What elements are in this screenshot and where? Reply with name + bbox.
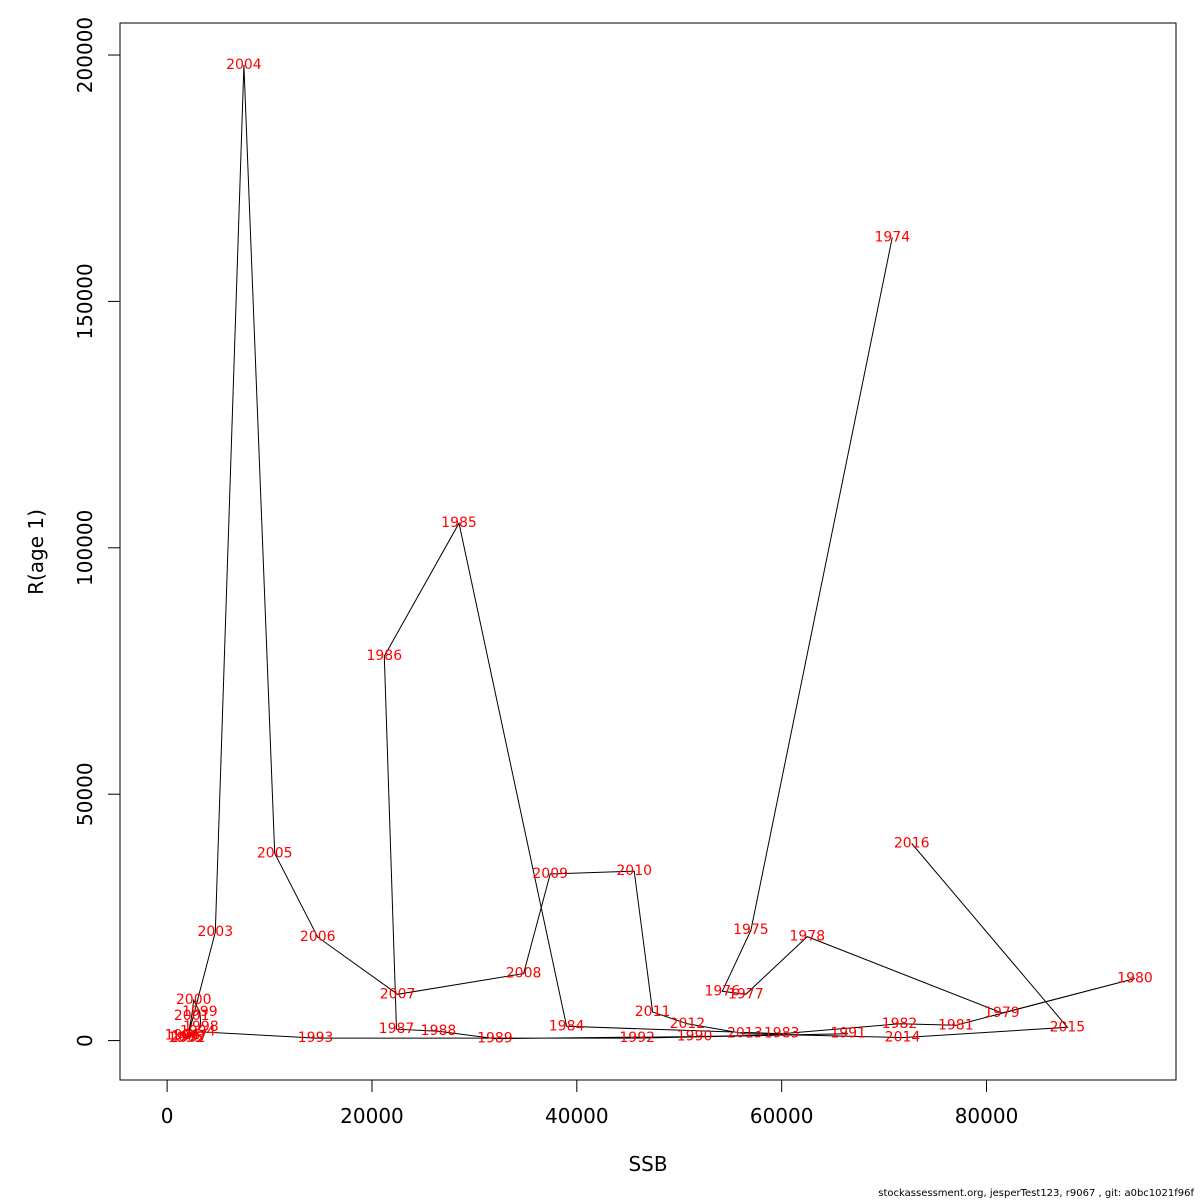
x-tick-label: 60000 [750,1104,814,1128]
year-label-2009: 2009 [532,866,568,882]
year-label-1994: 1994 [180,1024,216,1040]
year-label-2011: 2011 [635,1004,671,1020]
y-axis-title: R(age 1) [24,509,48,595]
year-label-2001: 2001 [174,1008,210,1024]
year-label-2014: 2014 [885,1030,921,1046]
series-line [180,64,1136,1040]
year-label-1978: 1978 [789,929,825,945]
year-label-1983: 1983 [764,1026,800,1042]
year-label-1988: 1988 [421,1023,457,1039]
y-tick-label: 100000 [73,510,97,586]
year-label-1989: 1989 [477,1031,513,1047]
year-label-1976: 1976 [704,983,740,999]
year-label-2005: 2005 [257,845,293,861]
year-label-2012: 2012 [670,1016,706,1032]
year-label-2008: 2008 [506,966,542,982]
y-tick-label: 50000 [73,762,97,826]
y-axis: 0 50000 100000 150000 200000 [73,17,121,1047]
x-tick-label: 0 [161,1104,174,1128]
x-tick-label: 20000 [340,1104,404,1128]
year-label-2013: 2013 [727,1026,763,1042]
year-label-2004: 2004 [226,57,262,73]
year-label-1982: 1982 [882,1016,918,1032]
year-label-2007: 2007 [380,986,416,1002]
x-axis: 0 20000 40000 60000 80000 [161,1079,1019,1128]
x-tick-label: 80000 [955,1104,1019,1128]
year-label-1980: 1980 [1117,971,1153,987]
year-label-1987: 1987 [379,1021,415,1037]
year-label-1986: 1986 [366,648,402,664]
year-label-1985: 1985 [441,515,477,531]
year-label-1977: 1977 [728,986,764,1002]
year-label-2010: 2010 [616,863,652,879]
year-label-1974: 1974 [874,229,910,245]
year-label-1975: 1975 [733,922,769,938]
year-label-1996: 1996 [165,1028,201,1044]
year-label-1993: 1993 [298,1030,334,1046]
y-tick-label: 0 [73,1034,97,1047]
year-label-2006: 2006 [300,929,336,945]
year-label-2002: 2002 [170,1030,206,1046]
year-label-2000: 2000 [176,992,212,1008]
x-tick-label: 40000 [545,1104,609,1128]
year-label-2015: 2015 [1050,1019,1086,1035]
year-label-1999: 1999 [182,1004,218,1020]
year-label-1990: 1990 [677,1029,713,1045]
year-label-1979: 1979 [984,1005,1020,1021]
year-label-2016: 2016 [894,836,930,852]
y-tick-label: 150000 [73,263,97,339]
footer-credit: stockassessment.org, jesperTest123, r906… [878,1188,1194,1199]
year-label-1997: 1997 [172,1029,208,1045]
x-axis-title: SSB [628,1152,667,1176]
year-label-1981: 1981 [938,1017,974,1033]
year-label-1992: 1992 [619,1030,655,1046]
year-label-2003: 2003 [197,924,233,940]
year-label-1998: 1998 [183,1019,219,1035]
plot-frame [119,22,1177,1081]
year-label-1991: 1991 [830,1026,866,1042]
y-tick-label: 200000 [73,17,97,93]
year-label-1995: 1995 [168,1030,204,1046]
year-label-1984: 1984 [549,1018,585,1034]
